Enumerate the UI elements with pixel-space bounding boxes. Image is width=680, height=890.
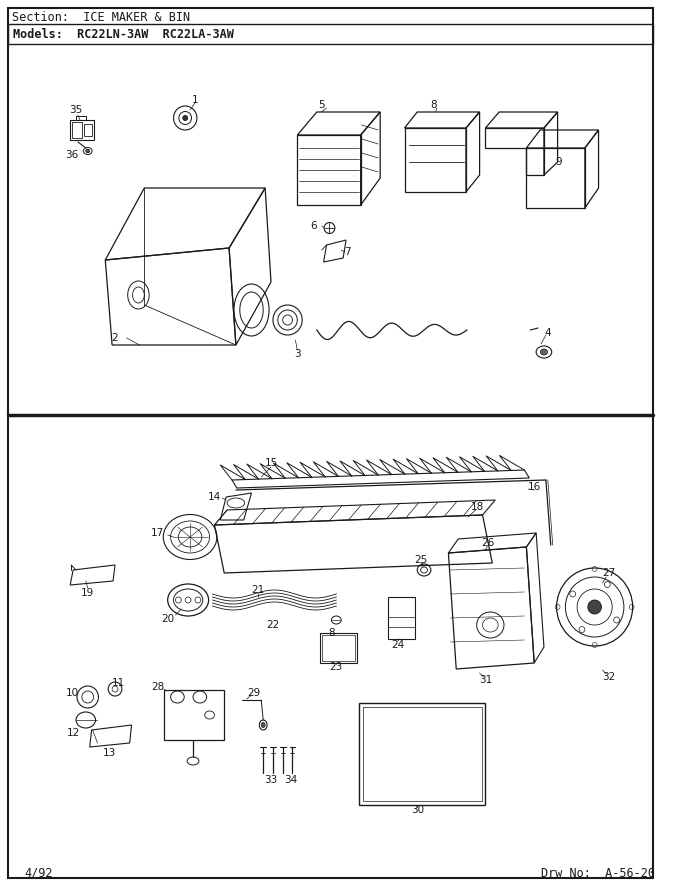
Text: 9: 9: [556, 157, 562, 167]
Text: 17: 17: [151, 528, 165, 538]
Text: 18: 18: [471, 502, 484, 512]
Bar: [322, 635, 355, 661]
Text: 4/92: 4/92: [24, 867, 53, 879]
Text: Models:  RC22LN-3AW  RC22LA-3AW: Models: RC22LN-3AW RC22LA-3AW: [13, 28, 233, 41]
Text: 24: 24: [391, 640, 405, 650]
Text: 4: 4: [545, 328, 551, 338]
Text: 10: 10: [65, 688, 79, 698]
Text: 26: 26: [481, 538, 494, 548]
Text: Section:  ICE MAKER & BIN: Section: ICE MAKER & BIN: [12, 11, 190, 23]
Text: 33: 33: [265, 775, 277, 785]
Text: 22: 22: [267, 620, 279, 630]
Text: 3: 3: [294, 349, 301, 359]
Text: 11: 11: [112, 678, 126, 688]
Ellipse shape: [541, 349, 547, 355]
Bar: [362, 707, 481, 801]
Text: 25: 25: [415, 555, 428, 565]
Text: 20: 20: [161, 614, 174, 624]
Text: 15: 15: [265, 458, 277, 468]
Bar: [72, 122, 82, 138]
Ellipse shape: [183, 116, 188, 120]
Text: 29: 29: [247, 688, 260, 698]
Bar: [359, 703, 486, 805]
Bar: [70, 120, 94, 140]
Ellipse shape: [261, 723, 265, 727]
Text: 12: 12: [67, 728, 80, 738]
Text: 13: 13: [103, 748, 116, 758]
Text: 5: 5: [318, 100, 325, 110]
Text: 14: 14: [208, 492, 221, 502]
Ellipse shape: [86, 150, 90, 153]
Text: 8: 8: [328, 628, 335, 638]
Text: 36: 36: [65, 150, 79, 160]
Ellipse shape: [588, 600, 602, 614]
Text: 19: 19: [81, 588, 95, 598]
Text: 23: 23: [330, 662, 343, 672]
Text: 8: 8: [430, 100, 437, 110]
Bar: [388, 597, 415, 639]
Text: 35: 35: [69, 105, 83, 115]
Text: 6: 6: [311, 221, 317, 231]
Bar: [320, 633, 357, 663]
Text: 1: 1: [192, 95, 199, 105]
Text: 27: 27: [602, 568, 616, 578]
Bar: [84, 124, 92, 136]
Text: 21: 21: [252, 585, 265, 595]
Text: 31: 31: [479, 675, 492, 685]
Text: 2: 2: [112, 333, 118, 343]
Text: 28: 28: [151, 682, 165, 692]
Text: 30: 30: [411, 805, 424, 815]
Text: Drw No:  A-56-20: Drw No: A-56-20: [541, 867, 655, 879]
Text: 34: 34: [284, 775, 297, 785]
Bar: [164, 690, 224, 740]
Text: 16: 16: [528, 482, 541, 492]
Text: 7: 7: [343, 247, 350, 257]
Bar: [7, 24, 653, 44]
Text: 32: 32: [602, 672, 615, 682]
